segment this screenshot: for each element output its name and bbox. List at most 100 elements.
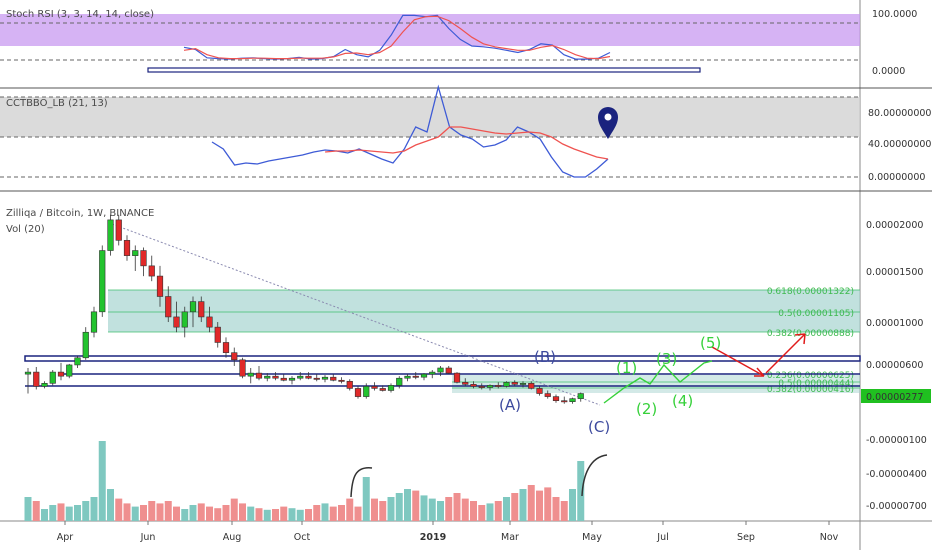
candle-body: [495, 385, 502, 387]
candle-body: [297, 375, 304, 379]
candle: [453, 372, 461, 384]
candle: [478, 383, 485, 390]
time-label: May: [582, 532, 602, 543]
candle-body: [313, 377, 320, 380]
time-label: Jul: [656, 532, 668, 543]
volume-bar: [313, 505, 321, 521]
candle-body: [478, 386, 485, 388]
candle: [445, 365, 452, 375]
volume-bar: [519, 489, 527, 521]
time-label: Jun: [140, 532, 156, 543]
candle: [363, 383, 370, 399]
candle: [280, 374, 287, 382]
wave-label: (C): [588, 418, 610, 436]
volume-annotation-arc: [350, 467, 373, 498]
candle: [437, 365, 444, 377]
candle-body: [247, 372, 254, 377]
candle: [148, 255, 155, 282]
candle-body: [453, 372, 461, 383]
volume-bar: [288, 508, 296, 521]
candle-body: [544, 393, 551, 397]
candle: [206, 306, 213, 333]
candle-body: [132, 250, 139, 256]
volume-bar: [461, 498, 469, 521]
price-tick: -0.00000700: [866, 501, 927, 512]
candle-body: [82, 331, 89, 359]
resistance-band: [24, 355, 861, 362]
candle: [552, 394, 560, 403]
candle-body: [321, 376, 329, 380]
volume-bar: [569, 489, 576, 521]
candle: [123, 235, 131, 261]
candle: [462, 378, 469, 387]
volume-bar: [123, 503, 131, 521]
wave-label: (3): [656, 350, 677, 368]
volume-bar: [41, 509, 48, 521]
candle: [379, 385, 386, 392]
candle-body: [519, 383, 527, 385]
cct-tick: 0.00000000: [868, 172, 925, 183]
candle-body: [231, 352, 238, 361]
candle-body: [181, 311, 188, 328]
volume-bar: [206, 506, 213, 521]
cct-title: CCTBBO_LB (21, 13): [6, 98, 108, 109]
candle-body: [404, 375, 411, 379]
candle: [49, 370, 56, 386]
fib-zone-upper: [108, 290, 860, 332]
candle: [66, 363, 73, 379]
candle-body: [189, 301, 197, 313]
candle-body: [379, 388, 386, 391]
price-tick: 0.00001000: [866, 318, 923, 329]
candle-body: [49, 371, 56, 384]
candle: [544, 390, 551, 399]
candle-body: [24, 371, 32, 375]
volume-bar: [272, 509, 279, 521]
volume-bar: [214, 508, 222, 521]
price-tick: 0.00002000: [866, 220, 923, 231]
candle: [288, 376, 296, 385]
candle: [503, 381, 510, 388]
candle-body: [577, 393, 584, 399]
candle: [222, 337, 230, 358]
candle-body: [552, 396, 560, 401]
candle: [189, 296, 197, 328]
volume-bar: [420, 495, 428, 521]
candle-body: [396, 377, 403, 386]
candle: [420, 373, 428, 381]
time-label: Aug: [223, 532, 242, 543]
wave-label: (2): [636, 400, 657, 418]
volume-bar: [412, 490, 420, 521]
time-label: Nov: [820, 532, 839, 543]
volume-bar: [82, 501, 90, 521]
volume-bar: [445, 497, 453, 521]
volume-bar: [222, 505, 230, 521]
candle: [536, 386, 543, 396]
fib-label: 0.236(0.00000625): [767, 371, 854, 381]
volume-bar: [371, 498, 378, 521]
candle-body: [148, 265, 155, 277]
candle: [519, 381, 527, 388]
volume-bar: [511, 493, 519, 521]
fib-label: 0.382(0.00000416): [767, 385, 854, 395]
volume-bar: [536, 490, 543, 521]
candle: [198, 296, 205, 323]
rsi-band: [0, 14, 860, 46]
volume-bar: [338, 505, 345, 521]
candle-body: [561, 400, 568, 403]
candle-body: [569, 398, 576, 403]
candle-body: [536, 388, 543, 394]
candle-body: [272, 375, 279, 379]
candle-body: [330, 376, 337, 381]
volume-bar: [329, 506, 337, 521]
volume-bar: [263, 509, 271, 521]
volume-bar: [527, 485, 535, 521]
volume-bar: [494, 501, 502, 521]
candle: [387, 383, 395, 393]
candle-body: [239, 359, 246, 377]
candle-body: [486, 385, 494, 388]
candle-body: [420, 373, 428, 378]
candle-body: [445, 367, 452, 374]
volume-bar: [107, 489, 114, 521]
